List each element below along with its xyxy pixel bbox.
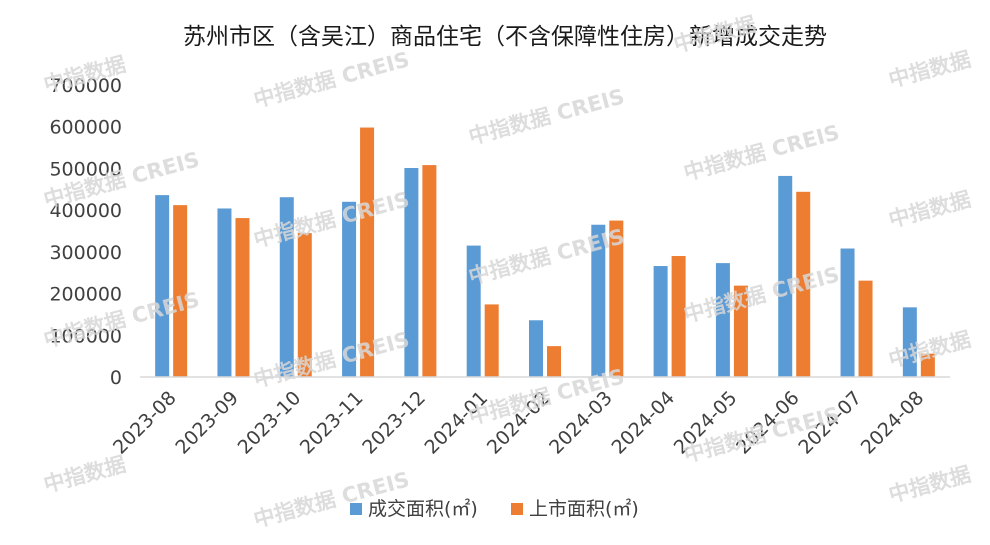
bars — [155, 127, 935, 377]
legend-swatch-series-2 — [511, 503, 523, 515]
y-tick-label: 500000 — [49, 158, 122, 180]
y-axis-ticks: 0 100000 200000 300000 400000 500000 600000 700… — [49, 75, 122, 389]
bar-series-1 — [653, 266, 668, 377]
bar-series-1 — [155, 195, 170, 377]
bar-series-2 — [422, 165, 437, 377]
x-tick-label: 2024-08 — [857, 387, 929, 459]
y-tick-label: 600000 — [49, 117, 122, 139]
x-tick-label: 2024-05 — [670, 387, 742, 459]
x-tick-label: 2023-09 — [171, 387, 243, 459]
x-tick-label: 2023-12 — [358, 387, 430, 459]
bar-series-1 — [466, 245, 481, 377]
bar-series-2 — [173, 205, 188, 377]
bar-series-2 — [360, 127, 375, 377]
x-axis-ticks: 2023-082023-092023-102023-112023-122024-… — [109, 387, 928, 459]
x-tick-label: 2024-06 — [732, 387, 804, 459]
bar-series-1 — [715, 263, 730, 377]
x-tick-label: 2024-01 — [421, 387, 493, 459]
bar-series-1 — [840, 248, 855, 377]
bar-series-2 — [484, 304, 499, 377]
bar-series-1 — [778, 175, 793, 377]
y-tick-label: 0 — [110, 367, 122, 389]
bar-series-2 — [297, 233, 312, 377]
legend-label-series-2: 上市面积(㎡) — [529, 497, 639, 520]
bar-series-1 — [279, 197, 294, 377]
bar-series-2 — [671, 256, 686, 377]
x-tick-label: 2024-02 — [483, 387, 555, 459]
legend-label-series-1: 成交面积(㎡) — [368, 497, 478, 520]
y-tick-label: 100000 — [49, 325, 122, 347]
chart-title: 苏州市区（含吴江）商品住宅（不含保障性住房）新增成交走势 — [183, 24, 827, 50]
bar-series-2 — [858, 280, 873, 377]
bar-series-2 — [609, 220, 624, 377]
x-tick-label: 2024-03 — [545, 387, 617, 459]
legend: 成交面积(㎡) 上市面积(㎡) — [350, 497, 639, 520]
y-tick-label: 300000 — [49, 242, 122, 264]
x-tick-label: 2023-11 — [296, 387, 368, 459]
x-tick-label: 2023-10 — [234, 387, 306, 459]
bar-series-2 — [796, 191, 811, 377]
bar-series-2 — [733, 285, 748, 377]
y-tick-label: 400000 — [49, 200, 122, 222]
bar-series-2 — [235, 218, 250, 377]
bar-series-1 — [591, 224, 606, 377]
bar-series-1 — [529, 320, 543, 377]
bar-series-1 — [902, 307, 917, 377]
bar-series-2 — [920, 353, 935, 377]
x-tick-label: 2024-07 — [794, 387, 866, 459]
bar-series-2 — [547, 346, 561, 377]
legend-swatch-series-1 — [350, 503, 362, 515]
y-tick-label: 700000 — [49, 75, 122, 97]
bar-series-1 — [404, 168, 419, 377]
x-tick-label: 2024-04 — [607, 387, 679, 459]
x-tick-label: 2023-08 — [109, 387, 181, 459]
bar-series-1 — [342, 201, 357, 377]
y-tick-label: 200000 — [49, 284, 122, 306]
bar-series-1 — [217, 208, 232, 377]
